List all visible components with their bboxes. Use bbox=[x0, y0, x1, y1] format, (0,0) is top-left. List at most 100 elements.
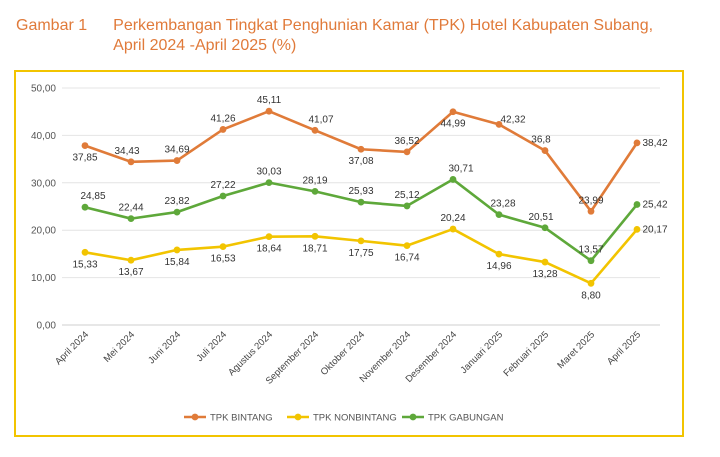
figure-title: Perkembangan Tingkat Penghunian Kamar (T… bbox=[113, 17, 654, 54]
data-label: 23,99 bbox=[578, 195, 603, 206]
data-point bbox=[495, 250, 503, 258]
x-tick-label: Januari 2025 bbox=[458, 329, 505, 376]
data-point bbox=[541, 258, 549, 266]
data-label: 41,26 bbox=[210, 113, 235, 124]
data-point bbox=[173, 157, 181, 164]
data-label: 37,08 bbox=[348, 156, 373, 167]
x-tick-label: Maret 2025 bbox=[555, 329, 597, 371]
legend-marker bbox=[294, 413, 302, 421]
data-point bbox=[495, 121, 503, 128]
data-label: 34,69 bbox=[164, 145, 189, 156]
y-tick-label: 30,00 bbox=[31, 178, 56, 189]
data-label: 30,03 bbox=[256, 167, 281, 178]
data-point bbox=[311, 126, 319, 134]
x-tick-label: Mei 2024 bbox=[102, 329, 137, 364]
data-point bbox=[311, 232, 319, 240]
data-point bbox=[495, 211, 503, 219]
data-point bbox=[587, 207, 595, 215]
x-tick-label: Februari 2025 bbox=[502, 329, 552, 379]
figure-header: Gambar 1 Perkembangan Tingkat Penghunian… bbox=[16, 16, 673, 56]
y-tick-label: 50,00 bbox=[31, 84, 56, 95]
y-tick-label: 40,00 bbox=[31, 131, 56, 142]
data-label: 36,8 bbox=[531, 135, 551, 146]
data-label: 42,32 bbox=[500, 114, 525, 125]
data-label: 45,11 bbox=[257, 95, 282, 106]
data-label: 27,22 bbox=[210, 180, 235, 191]
data-label: 28,19 bbox=[302, 175, 327, 186]
data-label: 13,67 bbox=[118, 267, 143, 278]
data-point bbox=[219, 243, 227, 251]
x-tick-label: Juni 2024 bbox=[146, 329, 183, 366]
data-point bbox=[449, 108, 457, 116]
data-point bbox=[403, 202, 411, 210]
data-label: 36,52 bbox=[394, 136, 419, 147]
data-label: 17,75 bbox=[348, 248, 373, 259]
data-point bbox=[449, 176, 457, 183]
x-tick-label: Juli 2024 bbox=[194, 329, 229, 364]
data-point bbox=[311, 187, 319, 195]
data-point bbox=[633, 225, 641, 233]
y-tick-label: 10,00 bbox=[31, 273, 56, 284]
data-point bbox=[541, 147, 549, 154]
data-label: 14,96 bbox=[486, 261, 511, 272]
data-label: 20,24 bbox=[440, 213, 465, 224]
data-point bbox=[219, 192, 227, 200]
data-point bbox=[633, 139, 641, 147]
legend-marker bbox=[409, 413, 417, 421]
data-label: 20,51 bbox=[528, 212, 553, 223]
data-label: 16,74 bbox=[394, 253, 419, 264]
data-point bbox=[449, 225, 457, 233]
data-label: 23,82 bbox=[164, 196, 189, 207]
data-label: 25,42 bbox=[642, 200, 667, 211]
data-label: 18,64 bbox=[256, 244, 281, 255]
x-tick-label: April 2025 bbox=[605, 329, 643, 367]
data-point bbox=[219, 126, 227, 133]
data-point bbox=[403, 148, 411, 156]
data-point bbox=[81, 203, 89, 211]
data-label: 38,42 bbox=[642, 138, 667, 149]
data-point bbox=[357, 145, 365, 153]
y-tick-label: 20,00 bbox=[31, 226, 56, 237]
legend-label: TPK NONBINTANG bbox=[313, 413, 397, 424]
data-label: 34,43 bbox=[114, 146, 139, 157]
data-label: 13,57 bbox=[578, 245, 603, 256]
data-point bbox=[541, 224, 549, 232]
data-point bbox=[587, 279, 595, 287]
x-tick-label: April 2024 bbox=[53, 329, 91, 367]
data-point bbox=[127, 256, 135, 264]
data-point bbox=[173, 208, 181, 216]
data-point bbox=[81, 248, 89, 256]
data-point bbox=[173, 246, 181, 254]
data-point bbox=[587, 257, 595, 265]
y-tick-label: 0,00 bbox=[37, 321, 57, 332]
data-label: 18,71 bbox=[302, 243, 327, 254]
chart-frame: 0,00 10,00 20,00 30,00 40,00 50,00 April 2024 M… bbox=[14, 70, 684, 437]
data-point bbox=[127, 215, 135, 223]
data-point bbox=[403, 242, 411, 250]
data-label: 25,12 bbox=[394, 190, 419, 201]
data-point bbox=[127, 158, 135, 166]
data-point bbox=[265, 107, 273, 115]
legend-label: TPK GABUNGAN bbox=[428, 413, 504, 424]
figure-label: Gambar 1 bbox=[16, 17, 88, 34]
data-label: 41,07 bbox=[308, 114, 333, 125]
data-label: 30,71 bbox=[448, 163, 473, 174]
data-label: 13,28 bbox=[532, 269, 557, 280]
data-point bbox=[357, 237, 365, 245]
legend-label: TPK BINTANG bbox=[210, 413, 273, 424]
data-label: 23,28 bbox=[490, 199, 515, 210]
data-point bbox=[81, 142, 89, 149]
data-point bbox=[357, 198, 365, 206]
data-label: 22,44 bbox=[118, 203, 143, 214]
legend-marker bbox=[191, 413, 199, 421]
data-label: 37,85 bbox=[72, 153, 97, 164]
data-point bbox=[265, 179, 273, 187]
data-label: 44,99 bbox=[440, 119, 465, 130]
data-label: 8,80 bbox=[581, 290, 601, 301]
data-point bbox=[265, 233, 273, 241]
data-label: 16,53 bbox=[210, 254, 235, 265]
data-point bbox=[633, 201, 641, 208]
data-label: 25,93 bbox=[348, 186, 373, 197]
x-tick-label: Agustus 2024 bbox=[226, 329, 275, 378]
x-tick-label: Oktober 2024 bbox=[319, 329, 367, 377]
